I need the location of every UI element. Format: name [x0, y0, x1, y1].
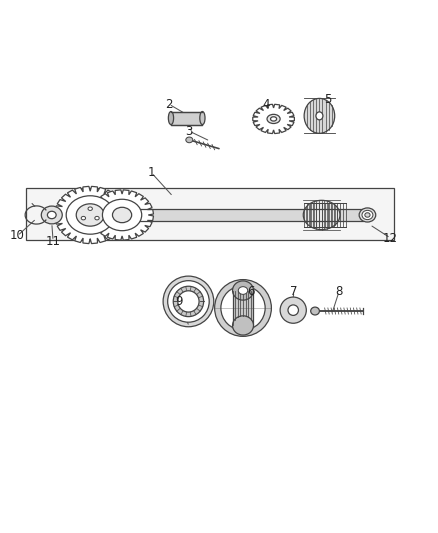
- Ellipse shape: [81, 216, 85, 220]
- Ellipse shape: [311, 307, 319, 315]
- Text: 1: 1: [148, 166, 155, 179]
- Text: 11: 11: [46, 235, 60, 248]
- Text: 9: 9: [175, 295, 183, 308]
- Polygon shape: [253, 104, 294, 134]
- Text: 6: 6: [247, 285, 254, 298]
- Ellipse shape: [233, 281, 254, 300]
- Ellipse shape: [47, 211, 56, 219]
- Ellipse shape: [163, 276, 214, 327]
- Text: 12: 12: [383, 232, 398, 245]
- Ellipse shape: [200, 111, 205, 125]
- Ellipse shape: [41, 206, 62, 224]
- Text: 2: 2: [165, 98, 173, 110]
- Polygon shape: [54, 187, 126, 244]
- Ellipse shape: [76, 204, 104, 226]
- Ellipse shape: [365, 213, 370, 217]
- Ellipse shape: [288, 305, 298, 316]
- Ellipse shape: [233, 316, 254, 335]
- Ellipse shape: [304, 99, 335, 133]
- Ellipse shape: [168, 281, 209, 322]
- Ellipse shape: [280, 297, 306, 323]
- Ellipse shape: [102, 199, 142, 231]
- Bar: [138, 209, 363, 221]
- Text: 4: 4: [262, 99, 270, 111]
- Text: 8: 8: [336, 285, 343, 298]
- Ellipse shape: [168, 111, 173, 125]
- Text: 3: 3: [186, 125, 193, 138]
- Ellipse shape: [267, 115, 280, 124]
- Ellipse shape: [186, 137, 193, 143]
- Bar: [171, 111, 202, 125]
- Ellipse shape: [215, 280, 272, 336]
- Ellipse shape: [178, 291, 199, 312]
- Ellipse shape: [303, 200, 340, 230]
- Ellipse shape: [316, 112, 323, 120]
- Polygon shape: [91, 190, 153, 240]
- Ellipse shape: [221, 286, 265, 330]
- Ellipse shape: [88, 207, 92, 211]
- Text: 10: 10: [10, 229, 25, 243]
- Ellipse shape: [113, 207, 132, 223]
- Ellipse shape: [173, 286, 204, 317]
- Text: 5: 5: [325, 93, 332, 106]
- Ellipse shape: [238, 287, 248, 294]
- Ellipse shape: [66, 196, 114, 234]
- Ellipse shape: [362, 211, 373, 220]
- Polygon shape: [26, 188, 394, 240]
- Bar: [233, 290, 254, 326]
- Ellipse shape: [359, 208, 376, 222]
- Ellipse shape: [271, 117, 277, 121]
- Text: 7: 7: [290, 285, 298, 298]
- Ellipse shape: [95, 216, 99, 220]
